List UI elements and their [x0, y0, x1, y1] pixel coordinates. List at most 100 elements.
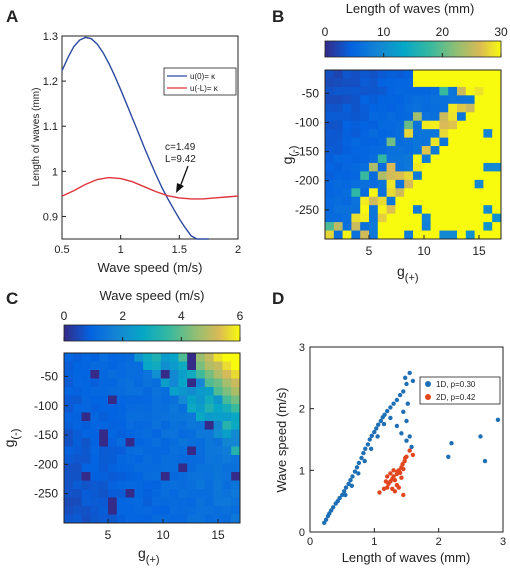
panelB-cell: [333, 154, 343, 164]
panel-d-legend-label-2: 2D, p=0.42: [436, 393, 476, 402]
panelC-cell: [231, 489, 241, 498]
panelB-cell: [377, 213, 387, 223]
panelB-cell: [439, 86, 449, 96]
panelB-cell: [369, 205, 379, 215]
panelC-cell: [99, 361, 109, 371]
panelC-xtick-label: 10: [156, 528, 170, 542]
panelB-cell: [448, 213, 458, 223]
panelC-cell: [152, 489, 162, 498]
panelB-xtick-label: 5: [366, 244, 373, 258]
panelC-cell: [196, 395, 206, 405]
panelB-cell: [483, 112, 493, 122]
panel-d-point-series-1: [323, 517, 329, 522]
panel-a-series-group: [61, 36, 239, 240]
panelC-cell: [90, 463, 100, 473]
panelB-cell: [351, 129, 361, 138]
panelB-cell: [421, 146, 431, 155]
panelC-cell: [125, 353, 135, 362]
panelC-cell: [196, 361, 206, 371]
panelC-cell: [204, 514, 214, 524]
panelB-cell: [448, 146, 458, 155]
panelB-cell: [448, 112, 458, 122]
panelB-cell: [465, 120, 475, 130]
panelC-cell: [99, 506, 109, 515]
panelC-cell: [196, 421, 206, 430]
panelC-cell: [143, 480, 153, 490]
panelB-cell: [413, 86, 423, 96]
panelB-cell: [351, 112, 361, 122]
panelC-cell: [99, 514, 109, 524]
panel-a-xtick-label: 1: [118, 244, 124, 256]
panelB-cell: [421, 196, 431, 206]
panelB-cell: [377, 162, 387, 172]
panelC-cell: [143, 446, 153, 456]
panelC-cell: [81, 446, 91, 456]
panelB-cell: [360, 95, 370, 105]
panelB-cell: [351, 188, 361, 198]
panelC-cell: [90, 370, 100, 379]
panelB-cell: [421, 171, 431, 181]
panelC-cell: [160, 404, 170, 413]
panel-d-legend-box: [419, 376, 501, 405]
panel-d-point-series-1: [401, 389, 406, 394]
panelB-cell: [377, 137, 387, 147]
panel-d-point-series-2: [397, 470, 403, 475]
panelB-cell: [457, 95, 467, 105]
panelB-cell: [351, 70, 361, 79]
panelC-cell: [116, 353, 126, 362]
panel-d-point-series-1: [391, 401, 396, 406]
panelB-cell: [360, 137, 370, 147]
panelC-cell: [160, 514, 170, 524]
panel-d-scatter-chart: 0 1 2 3 0 1 2 3 Length of waves (mm) Wave speed…: [274, 342, 506, 565]
panelC-cell: [222, 455, 232, 464]
panelB-cell: [351, 230, 361, 240]
panelB-cell: [421, 222, 431, 231]
panelB-cell: [421, 213, 431, 223]
panelC-cell: [222, 421, 232, 430]
panel-c-ylabel: g(-): [1, 429, 22, 448]
panelC-cell: [222, 506, 232, 515]
panel-d-ylabel: Wave speed (m/s): [274, 388, 289, 493]
panelB-cell: [483, 129, 493, 138]
panelB-cell: [377, 171, 387, 181]
panelB-cell: [413, 196, 423, 206]
panel-d-point-series-1: [388, 415, 393, 421]
panelB-cell: [333, 103, 343, 113]
panelC-cell: [204, 506, 214, 515]
panelB-cell: [439, 154, 449, 164]
panelC-cell: [99, 353, 109, 362]
panelC-cell: [108, 353, 118, 362]
panelC-cell: [72, 446, 82, 456]
panelB-cell: [474, 179, 484, 189]
panelC-cell: [204, 370, 214, 379]
panel-d-point-series-1: [368, 446, 374, 451]
panelC-ytick-label: -150: [34, 428, 58, 442]
panelB-cell: [413, 70, 423, 79]
panelC-cell: [143, 514, 153, 524]
panelB-cell: [404, 86, 414, 96]
panel-d-point-series-2: [377, 490, 382, 495]
panelC-cell: [178, 429, 188, 439]
panelC-cell: [90, 497, 100, 507]
panelC-cell: [64, 489, 74, 498]
panelB-cell: [465, 137, 475, 147]
panelC-cell: [213, 463, 223, 473]
panelB-cell: [395, 162, 405, 172]
panel-d-point-series-1: [404, 418, 409, 424]
panelC-cell: [143, 361, 153, 371]
panel-d-point-series-1: [376, 422, 381, 427]
panelB-cell: [342, 179, 352, 189]
panelC-cell: [81, 404, 91, 413]
panelB-cell: [325, 95, 335, 105]
panelC-cell: [64, 506, 74, 515]
panelC-cell: [196, 438, 206, 447]
panelC-cell: [116, 370, 126, 379]
panelC-cell: [143, 438, 153, 447]
panelC-cell: [116, 404, 126, 413]
panelC-cell: [134, 421, 144, 430]
panelB-ytick-label: -50: [302, 86, 320, 100]
panel-d-point-series-1: [374, 426, 379, 431]
panel-a-line-chart: 0.5 1 1.5 2 0.9 1 1.1 1.2 1.3 Wave speed (m/s) L…: [31, 31, 241, 275]
panelC-cell: [143, 455, 153, 464]
panelC-cell: [81, 421, 91, 430]
